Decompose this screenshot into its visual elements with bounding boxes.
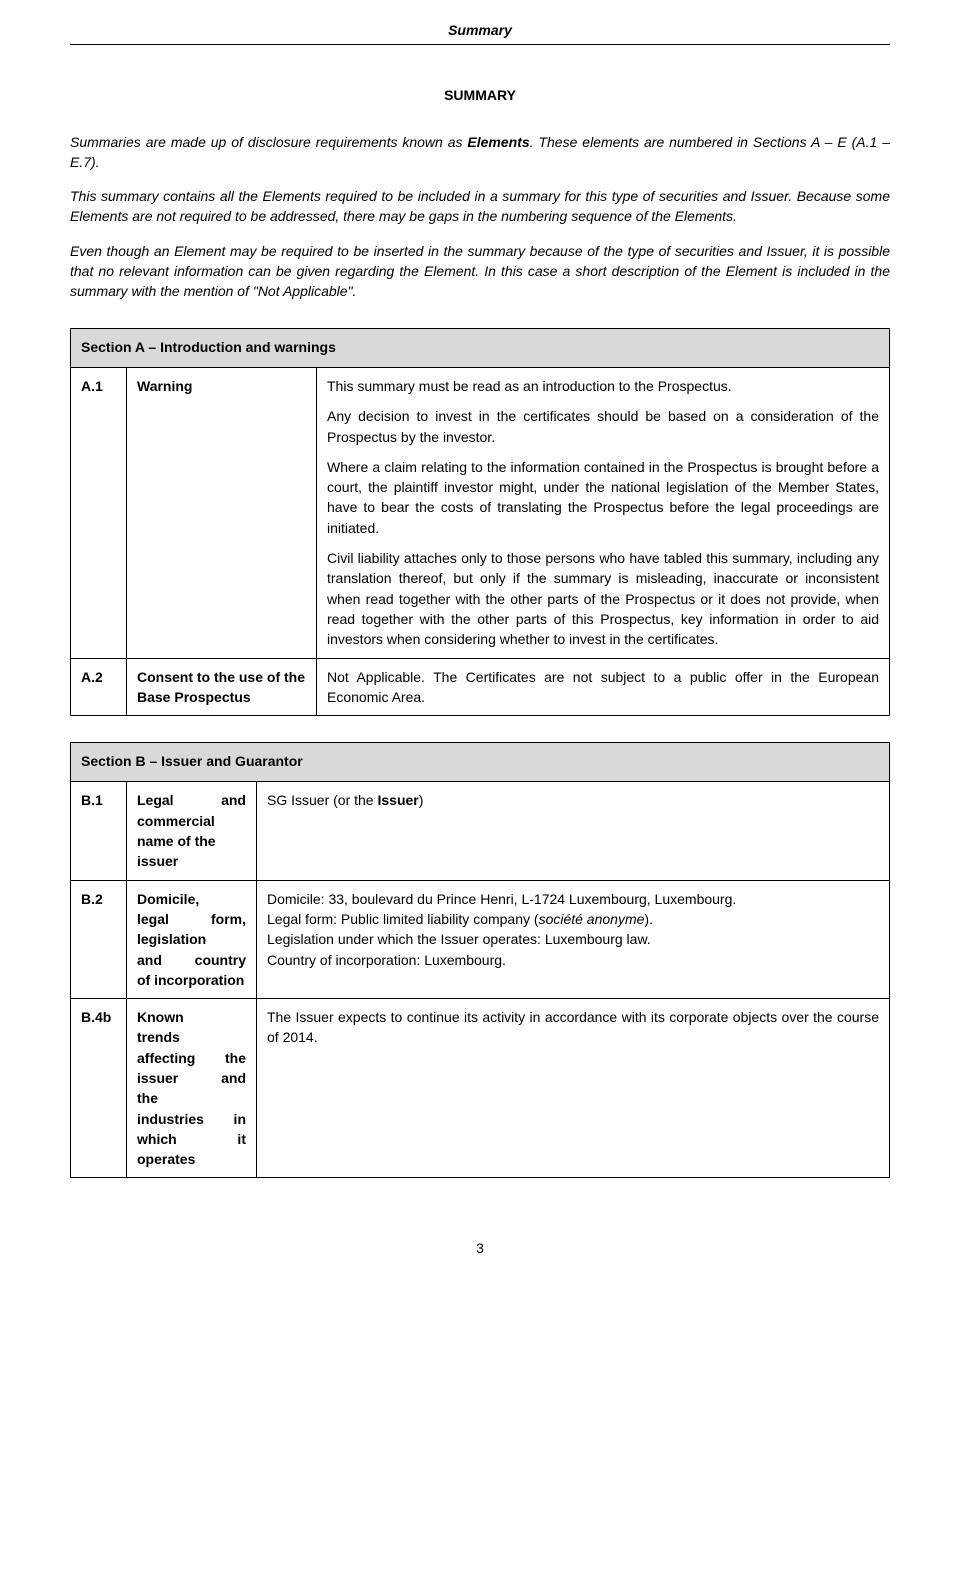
intro-p3: Even though an Element may be required t…	[70, 241, 890, 302]
row-code: A.2	[71, 658, 127, 716]
table-row: A.2Consent to the use of the Base Prospe…	[71, 658, 890, 716]
row-label: Warning	[127, 367, 317, 658]
row-desc: The Issuer expects to continue its activ…	[257, 999, 890, 1178]
intro-p2: This summary contains all the Elements r…	[70, 186, 890, 227]
row-code: B.1	[71, 782, 127, 880]
row-code: B.4b	[71, 999, 127, 1178]
table-row: B.2Domicile,legal form,legislation and c…	[71, 880, 890, 998]
row-label: Legal andcommercial name of the issuer	[127, 782, 257, 880]
section-b-table: Section B – Issuer and Guarantor B.1Lega…	[70, 742, 890, 1178]
intro-block: Summaries are made up of disclosure requ…	[70, 132, 890, 302]
page-title: SUMMARY	[70, 85, 890, 105]
page-number: 3	[70, 1238, 890, 1258]
table-row: B.4bKnowntrends affecting theissuer andt…	[71, 999, 890, 1178]
table-row: A.1WarningThis summary must be read as a…	[71, 367, 890, 658]
intro-p1: Summaries are made up of disclosure requ…	[70, 132, 890, 173]
section-a-heading: Section A – Introduction and warnings	[71, 328, 890, 367]
section-b-heading: Section B – Issuer and Guarantor	[71, 743, 890, 782]
table-row: B.1Legal andcommercial name of the issue…	[71, 782, 890, 880]
row-label: Knowntrends affecting theissuer andthe i…	[127, 999, 257, 1178]
row-desc: This summary must be read as an introduc…	[317, 367, 890, 658]
row-desc: SG Issuer (or the Issuer)	[257, 782, 890, 880]
row-label: Consent to the use of the Base Prospectu…	[127, 658, 317, 716]
row-code: A.1	[71, 367, 127, 658]
row-desc: Not Applicable. The Certificates are not…	[317, 658, 890, 716]
row-label: Domicile,legal form,legislation and coun…	[127, 880, 257, 998]
section-a-table: Section A – Introduction and warnings A.…	[70, 328, 890, 716]
row-code: B.2	[71, 880, 127, 998]
running-header: Summary	[70, 20, 890, 45]
row-desc: Domicile: 33, boulevard du Prince Henri,…	[257, 880, 890, 998]
